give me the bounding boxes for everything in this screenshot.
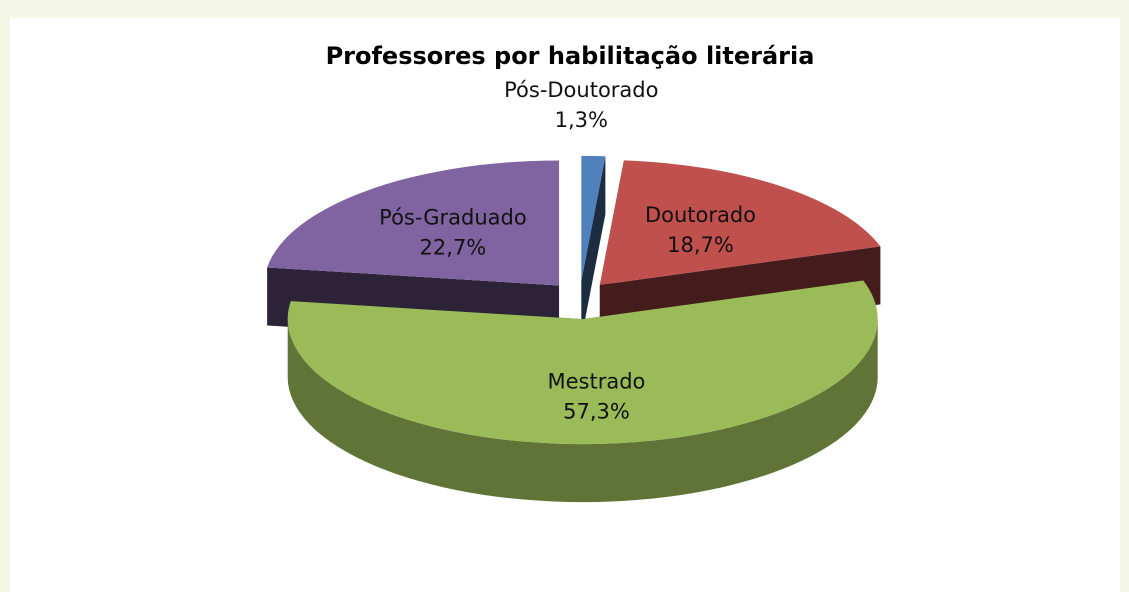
- plot-background: [10, 18, 1120, 592]
- slice-side: [287, 319, 878, 503]
- slice-value-label: 22,7%: [420, 235, 487, 259]
- slice-wall: [581, 156, 606, 339]
- slice-label: Mestrado: [548, 370, 646, 394]
- slice-label: Pós-Graduado: [379, 205, 527, 229]
- pie-slice: [267, 160, 560, 286]
- pie-slice: [581, 155, 606, 281]
- pie-slice: [287, 280, 878, 445]
- slice-label: Doutorado: [645, 203, 756, 227]
- pie-slice: [599, 160, 881, 285]
- slice-value-label: 1,3%: [555, 108, 608, 132]
- chart-title: Professores por habilitação literária: [326, 42, 815, 70]
- slice-label: Pós-Doutorado: [504, 78, 658, 102]
- slice-value-label: 18,7%: [667, 233, 734, 257]
- slice-value-label: 57,3%: [563, 400, 630, 424]
